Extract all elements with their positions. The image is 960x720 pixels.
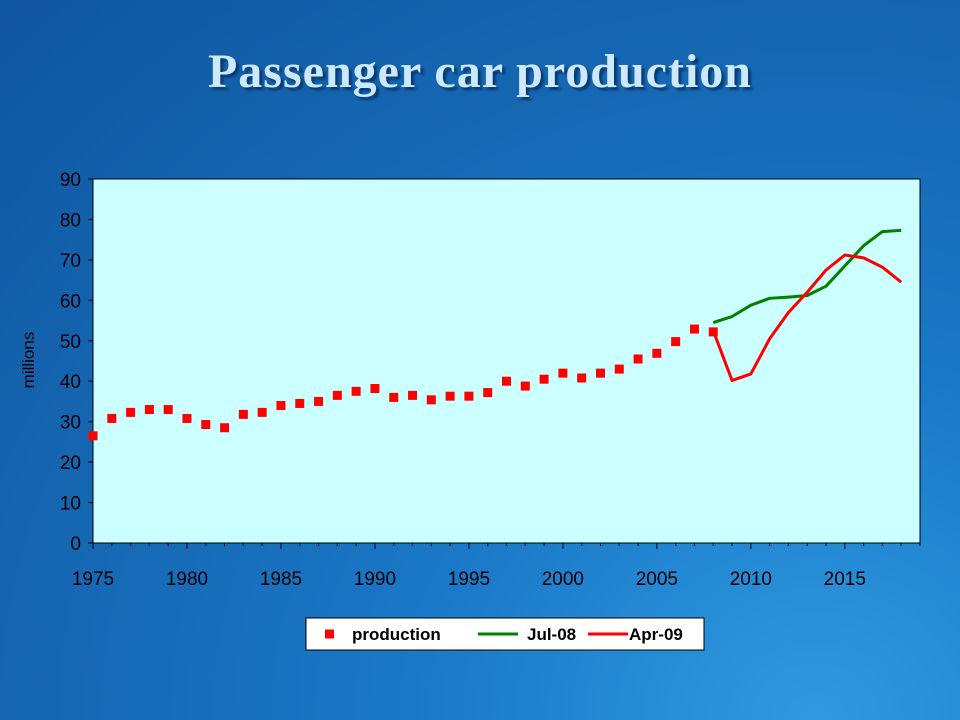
data-point [408,390,418,400]
y-tick-label: 70 [60,251,81,272]
data-point [163,405,173,415]
data-point [539,374,549,384]
data-point [445,391,455,401]
legend-label: Apr-09 [629,625,683,644]
legend-marker [325,629,334,639]
legend-label: Jul-08 [527,625,576,644]
data-point [652,348,662,358]
data-point [671,337,681,347]
y-tick-label: 40 [60,372,81,393]
data-point [708,327,718,337]
series-layer [88,228,903,441]
data-point [689,324,699,334]
data-point [464,391,474,401]
plot-area [92,178,921,544]
y-tick-label: 0 [70,534,81,555]
data-point [389,392,399,402]
y-tick-label: 20 [60,453,81,474]
data-point [88,431,98,441]
data-point [614,364,624,374]
series-line-apr-09 [711,253,903,382]
x-tick-label: 2005 [636,569,678,590]
y-tick-label: 60 [60,291,81,312]
x-tick-label: 1980 [166,569,208,590]
data-point [107,413,117,423]
x-tick-label: 1990 [354,569,396,590]
data-point [332,390,342,400]
x-axis: 1975 1980 1985 1990 1995 2000 2005 2010 2015 [72,542,921,590]
data-point [182,413,192,423]
data-point [351,386,361,396]
x-tick-label: 1985 [260,569,302,590]
x-tick-label: 1975 [72,569,114,590]
y-tick-label: 90 [60,170,81,191]
data-point [276,400,286,410]
data-point [633,354,643,364]
data-point [314,396,324,406]
y-axis-label: millions [19,332,38,389]
y-axis: 0 10 20 30 40 50 60 70 80 90 [60,170,94,555]
x-tick-label: 2010 [730,569,772,590]
y-tick-label: 50 [60,332,81,353]
data-point [238,409,248,419]
data-point [257,407,267,417]
legend: production Jul-08 Apr-09 [305,617,705,651]
data-point [295,398,305,408]
data-point [201,419,211,429]
x-tick-label: 2000 [542,569,584,590]
legend-label: production [352,625,441,644]
series-line-jul-08 [712,228,902,325]
data-point [370,384,380,394]
data-point [126,407,136,417]
data-point [220,423,230,433]
y-tick-label: 30 [60,413,81,434]
data-point [558,368,568,378]
slide-title: Passenger car production [207,45,752,98]
data-point [483,388,493,398]
data-point [426,395,436,405]
y-tick-label: 80 [60,210,81,231]
data-point [502,376,511,386]
data-point [144,405,154,415]
x-tick-label: 1995 [448,569,490,590]
data-point [595,368,605,378]
x-tick-label: 2015 [824,569,866,590]
data-point [577,373,587,383]
data-point [520,381,530,391]
y-tick-label: 10 [60,494,81,515]
